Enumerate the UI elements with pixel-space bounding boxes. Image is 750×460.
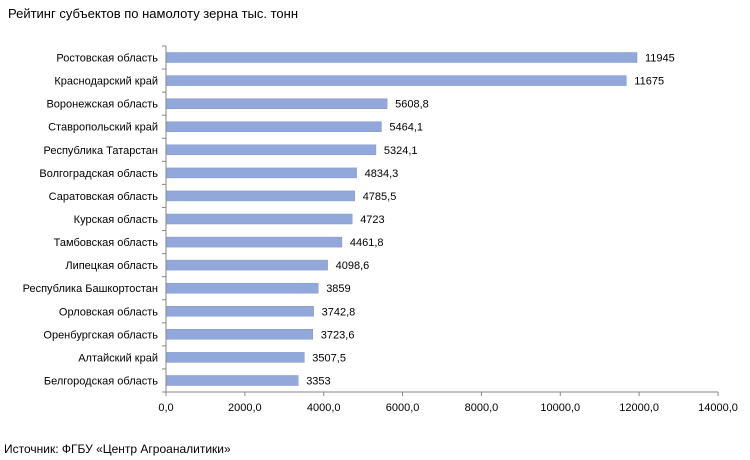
- category-label: Воронежская область: [46, 99, 158, 111]
- x-tick-label: 4000,0: [307, 402, 341, 414]
- x-tick-label: 0,0: [158, 402, 173, 414]
- data-label: 4834,3: [365, 168, 399, 180]
- category-label: Оренбургская область: [43, 329, 158, 341]
- bar: [165, 259, 328, 271]
- category-label: Республика Башкортостан: [23, 283, 158, 295]
- data-label: 5324,1: [384, 145, 418, 157]
- bar: [165, 52, 638, 63]
- bar: [165, 190, 355, 202]
- source-note: Источник: ФГБУ «Центр Агроаналитики»: [4, 442, 231, 456]
- bar: [165, 329, 314, 340]
- category-label: Алтайский край: [78, 352, 158, 364]
- data-label: 3859: [326, 283, 350, 295]
- bar: [165, 236, 343, 248]
- category-label: Белгородская область: [44, 376, 158, 388]
- category-label: Тамбовская область: [54, 237, 159, 249]
- bar: [165, 98, 388, 109]
- data-label: 5608,8: [395, 99, 429, 111]
- category-label: Республика Татарстан: [43, 145, 158, 157]
- category-label: Ростовская область: [56, 53, 158, 65]
- x-tick-label: 10000,0: [540, 402, 580, 414]
- x-tick-label: 6000,0: [386, 402, 420, 414]
- chart-title: Рейтинг субъектов по намолоту зерна тыс.…: [8, 6, 299, 21]
- data-label: 11675: [634, 76, 664, 88]
- category-label: Саратовская область: [49, 191, 159, 203]
- category-label: Ставропольский край: [48, 122, 158, 134]
- bar: [165, 282, 319, 294]
- bar: [165, 306, 314, 317]
- data-label: 4723: [360, 214, 384, 226]
- data-label: 4461,8: [350, 237, 384, 249]
- x-tick-label: 14000,0: [698, 402, 738, 414]
- bar: [165, 375, 299, 386]
- data-label: 3507,5: [312, 352, 346, 364]
- x-tick-label: 2000,0: [228, 402, 262, 414]
- category-label: Липецкая область: [65, 260, 158, 272]
- bar: [165, 167, 357, 179]
- bar: [165, 75, 627, 86]
- bar: [165, 352, 305, 363]
- category-label: Курская область: [74, 214, 159, 226]
- x-tick-label: 12000,0: [619, 402, 659, 414]
- data-label: 3723,6: [321, 329, 355, 341]
- category-label: Волгоградская область: [39, 168, 158, 180]
- category-label: Орловская область: [59, 306, 158, 318]
- bar: [165, 213, 353, 225]
- data-label: 11945: [645, 53, 675, 65]
- data-label: 4785,5: [363, 191, 397, 203]
- data-label: 3742,8: [322, 306, 356, 318]
- data-label: 4098,6: [336, 260, 370, 272]
- data-label: 5464,1: [389, 122, 423, 134]
- bar: [165, 121, 382, 132]
- x-tick-label: 8000,0: [465, 402, 499, 414]
- category-label: Краснодарский край: [54, 76, 158, 88]
- bar: [165, 144, 377, 156]
- bars-group: [165, 52, 638, 386]
- data-label: 3353: [306, 376, 330, 388]
- axes-group: Ростовская область 11945 Краснодарский кра…: [23, 45, 738, 414]
